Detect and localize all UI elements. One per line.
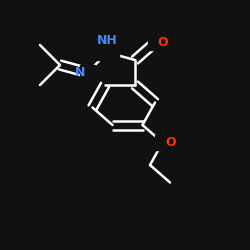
Text: N: N (74, 66, 85, 79)
Text: NH: NH (97, 34, 118, 48)
Text: O: O (165, 136, 175, 149)
Bar (96, 45, 119, 60)
Bar (80, 65, 95, 80)
Text: O: O (158, 36, 168, 49)
Bar (155, 135, 170, 150)
Bar (148, 35, 162, 50)
